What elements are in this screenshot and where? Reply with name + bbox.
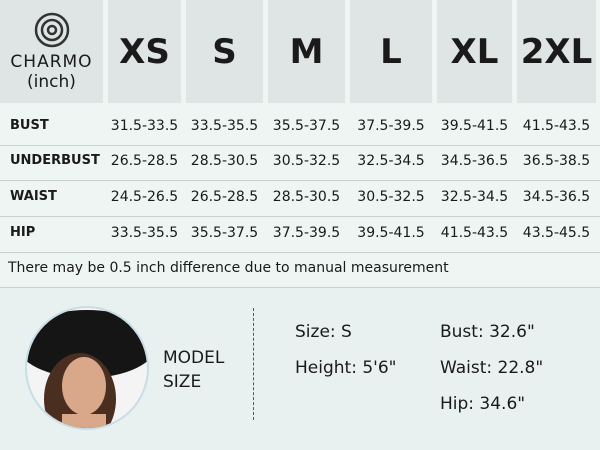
row-divider: [0, 180, 600, 181]
logo-cell: CHARMO (inch): [0, 0, 103, 103]
model-stat: Waist: 22.8": [440, 358, 544, 378]
cell: 28.5-30.5: [272, 189, 341, 205]
logo-icon: [34, 12, 69, 47]
row-label: BUST: [10, 118, 49, 133]
cell: 30.5-32.5: [272, 153, 341, 169]
cell: 24.5-26.5: [110, 189, 179, 205]
cell: 35.5-37.5: [272, 118, 341, 134]
cell: 26.5-28.5: [110, 153, 179, 169]
cell: 33.5-35.5: [110, 225, 179, 241]
row-label: WAIST: [10, 189, 57, 204]
cell: 35.5-37.5: [190, 225, 259, 241]
row-divider: [0, 145, 600, 146]
size-header: S: [186, 0, 263, 103]
brand: CHARMO: [10, 51, 93, 72]
cell: 26.5-28.5: [190, 189, 259, 205]
note: There may be 0.5 inch difference due to …: [8, 260, 449, 276]
cell: 41.5-43.5: [440, 225, 509, 241]
cell: 32.5-34.5: [440, 189, 509, 205]
cell: 39.5-41.5: [440, 118, 509, 134]
cell: 31.5-33.5: [110, 118, 179, 134]
row-label: HIP: [10, 225, 36, 240]
model-stat: Size: S: [295, 322, 352, 342]
size-header: 2XL: [517, 0, 596, 103]
cell: 32.5-34.5: [357, 153, 425, 169]
cell: 37.5-39.5: [272, 225, 341, 241]
cell: 41.5-43.5: [522, 118, 591, 134]
model-label-line: MODEL: [163, 348, 225, 368]
size-header: L: [350, 0, 432, 103]
model-stat: Height: 5'6": [295, 358, 397, 378]
size-header: XL: [437, 0, 512, 103]
size-header: M: [268, 0, 345, 103]
model-label-line: SIZE: [163, 372, 202, 392]
cell: 36.5-38.5: [522, 153, 591, 169]
row-divider: [0, 216, 600, 217]
cell: 37.5-39.5: [357, 118, 425, 134]
cell: 43.5-45.5: [522, 225, 591, 241]
cell: 28.5-30.5: [190, 153, 259, 169]
dashed-divider: [253, 308, 254, 420]
row-divider: [0, 252, 600, 253]
cell: 34.5-36.5: [522, 189, 591, 205]
model-stat: Hip: 34.6": [440, 394, 526, 414]
divider: [0, 287, 600, 288]
row-label: UNDERBUST: [10, 153, 100, 168]
cell: 30.5-32.5: [357, 189, 425, 205]
model-label: MODEL SIZE: [163, 346, 224, 394]
model-stat: Bust: 32.6": [440, 322, 535, 342]
size-header: XS: [108, 0, 181, 103]
cell: 34.5-36.5: [440, 153, 509, 169]
cell: 39.5-41.5: [357, 225, 425, 241]
cell: 33.5-35.5: [190, 118, 259, 134]
unit: (inch): [27, 71, 76, 92]
model-photo: [25, 306, 149, 430]
